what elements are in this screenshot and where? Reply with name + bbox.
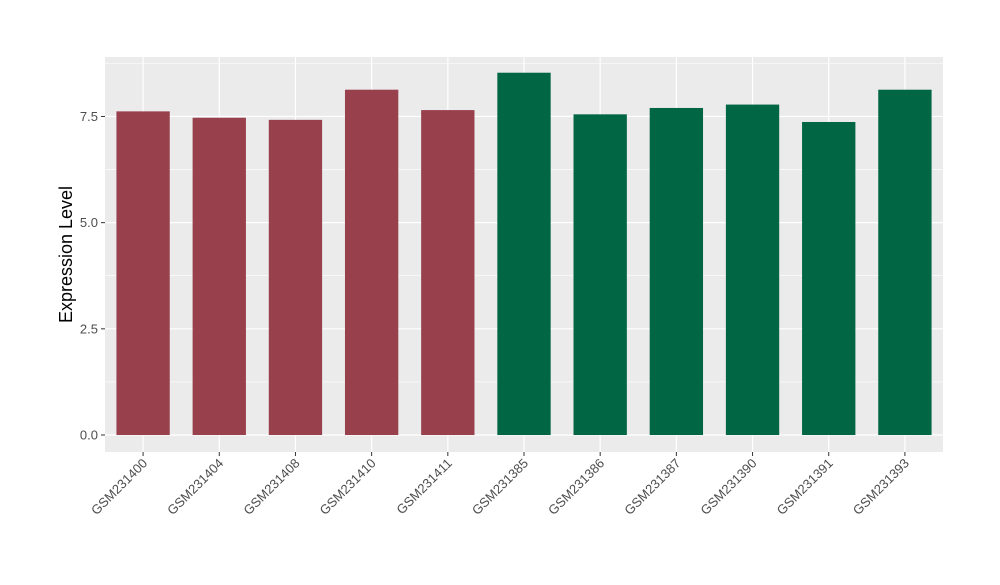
x-tick-label: GSM231391: [774, 456, 836, 518]
x-tick-label: GSM231386: [545, 456, 607, 518]
y-axis: 0.0 2.5 5.0 7.5: [80, 109, 105, 443]
bar-GSM231410: [344, 89, 399, 436]
bar-GSM231411: [421, 110, 475, 436]
x-axis: GSM231400 GSM231404 GSM231408 GSM231410 GSM2…: [88, 452, 912, 518]
x-tick-label: GSM231390: [697, 456, 759, 518]
bar-GSM231391: [802, 121, 856, 436]
y-tick-label: 2.5: [80, 321, 98, 336]
x-tick-label: GSM231387: [621, 456, 683, 518]
y-axis-title: Expression Level: [56, 186, 76, 323]
x-tick-label: GSM231385: [469, 456, 531, 518]
bar-GSM231385: [497, 72, 551, 436]
x-tick-label: GSM231393: [850, 456, 912, 518]
bar-GSM231390: [725, 104, 780, 436]
y-tick-label: 5.0: [80, 215, 98, 230]
bar-GSM231408: [268, 119, 323, 436]
bar-GSM231393: [878, 89, 932, 436]
bar-GSM231386: [573, 114, 627, 436]
bar-GSM231400: [116, 111, 170, 436]
bar-GSM231387: [649, 107, 704, 436]
y-tick-label: 0.0: [80, 428, 98, 443]
x-tick-label: GSM231404: [164, 456, 226, 518]
x-tick-label: GSM231410: [317, 456, 379, 518]
bar-GSM231404: [192, 117, 246, 436]
x-tick-label: GSM231411: [393, 456, 455, 518]
y-tick-label: 7.5: [80, 109, 98, 124]
x-tick-label: GSM231400: [88, 456, 150, 518]
x-tick-label: GSM231408: [240, 456, 302, 518]
bars: [116, 72, 932, 436]
